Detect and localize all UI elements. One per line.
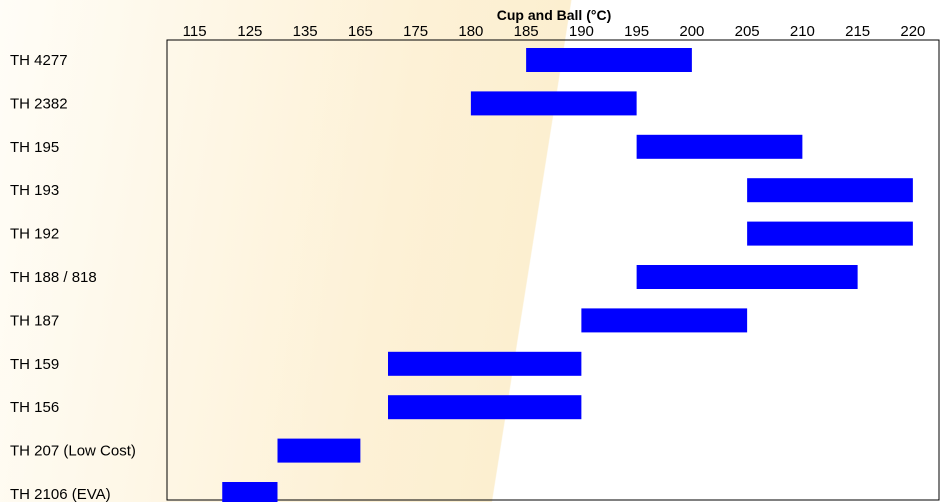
category-label: TH 193 bbox=[10, 182, 59, 199]
x-tick-label: 175 bbox=[403, 23, 428, 40]
x-tick-label: 200 bbox=[679, 23, 704, 40]
x-tick-label: 210 bbox=[790, 23, 815, 40]
range-bar bbox=[636, 134, 803, 159]
category-label: TH 2106 (EVA) bbox=[10, 486, 111, 502]
x-tick-label: 135 bbox=[293, 23, 318, 40]
range-bar bbox=[526, 48, 692, 72]
range-bar bbox=[388, 351, 582, 376]
x-tick-label: 115 bbox=[183, 23, 207, 40]
range-bar bbox=[388, 395, 582, 420]
category-label: TH 192 bbox=[10, 226, 59, 243]
x-tick-label: 205 bbox=[735, 23, 760, 40]
plot-frame bbox=[166, 39, 940, 501]
category-label: TH 2382 bbox=[10, 95, 68, 112]
category-label: TH 187 bbox=[10, 312, 59, 329]
x-tick-label: 165 bbox=[348, 23, 373, 40]
category-label: TH 156 bbox=[10, 399, 59, 416]
chart-title: Cup and Ball (°C) bbox=[497, 7, 611, 23]
category-label: TH 195 bbox=[10, 139, 59, 156]
x-tick-labels: 115 125 135 165 175 180 185 190 195 200 205 210 215 2… bbox=[183, 23, 926, 40]
range-bar bbox=[222, 482, 278, 502]
x-tick-label: 220 bbox=[900, 23, 925, 40]
category-label: TH 159 bbox=[10, 356, 59, 373]
x-tick-label: 215 bbox=[845, 23, 870, 40]
category-label: TH 207 (Low Cost) bbox=[10, 443, 136, 460]
category-label: TH 188 / 818 bbox=[10, 269, 97, 286]
range-bar bbox=[470, 91, 637, 116]
x-tick-label: 125 bbox=[237, 23, 262, 40]
category-label: TH 4277 bbox=[10, 52, 68, 69]
bars bbox=[222, 48, 913, 502]
x-tick-label: 195 bbox=[624, 23, 649, 40]
x-tick-label: 180 bbox=[458, 23, 483, 40]
x-tick-label: 190 bbox=[569, 23, 594, 40]
range-bar bbox=[581, 308, 748, 333]
range-bar bbox=[636, 265, 858, 289]
category-labels: TH 4277 TH 2382 TH 195 TH 193 TH 192 TH 188 /… bbox=[10, 52, 136, 502]
range-bar bbox=[747, 221, 913, 246]
range-bar bbox=[277, 438, 361, 463]
x-tick-label: 185 bbox=[514, 23, 539, 40]
range-bar bbox=[747, 178, 913, 203]
